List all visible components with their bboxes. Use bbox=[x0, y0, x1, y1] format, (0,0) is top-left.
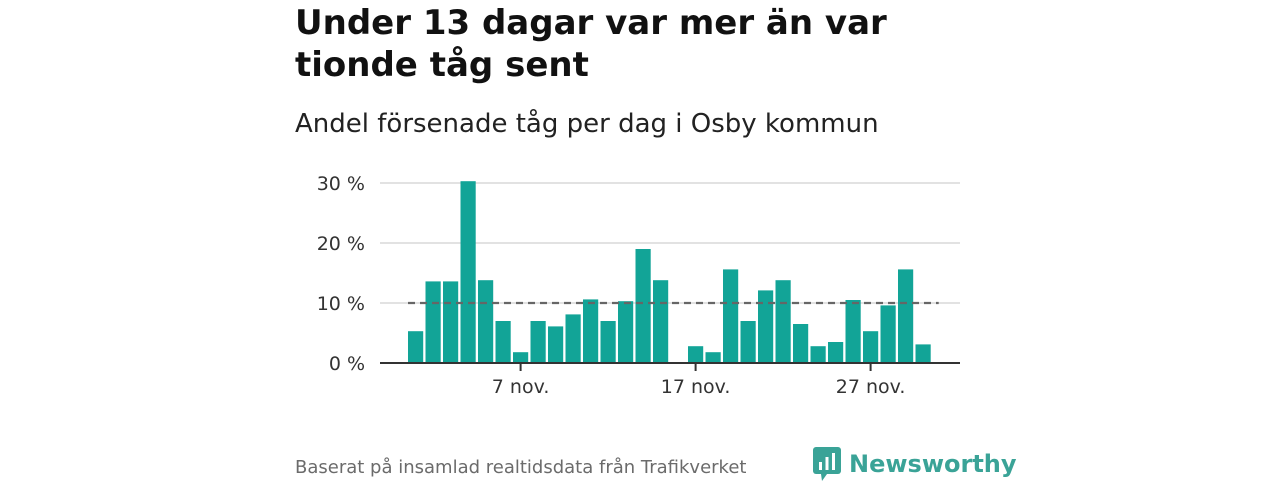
chart-subtitle: Andel försenade tåg per dag i Osby kommu… bbox=[295, 109, 879, 139]
x-tick-label: 17 nov. bbox=[661, 376, 731, 398]
bar bbox=[425, 281, 441, 363]
bar bbox=[618, 301, 634, 363]
bar bbox=[513, 352, 529, 363]
bar bbox=[460, 181, 476, 363]
bar bbox=[600, 321, 616, 363]
y-tick-label: 30 % bbox=[317, 173, 365, 195]
chart-title: Under 13 dagar var mer än var tionde tåg… bbox=[295, 3, 887, 85]
x-tick-label: 27 nov. bbox=[836, 376, 906, 398]
bar bbox=[880, 305, 896, 363]
y-tick-label: 10 % bbox=[317, 293, 365, 315]
bar bbox=[688, 346, 704, 363]
bar bbox=[530, 321, 546, 363]
bar bbox=[740, 321, 756, 363]
bar bbox=[495, 321, 511, 363]
bar-chart: 0 % 10 % 20 % 30 % 7 nov. 17 nov. 27 nov. bbox=[317, 173, 960, 398]
chart-card: Under 13 dagar var mer än var tionde tåg… bbox=[295, 0, 1017, 481]
bar bbox=[845, 300, 861, 363]
bar bbox=[898, 269, 914, 363]
y-tick-label: 20 % bbox=[317, 233, 365, 255]
bar bbox=[915, 344, 931, 363]
bar bbox=[758, 290, 774, 363]
y-tick-label: 0 % bbox=[329, 353, 365, 375]
x-tick-label: 7 nov. bbox=[492, 376, 550, 398]
bar bbox=[793, 324, 809, 363]
bar bbox=[863, 331, 879, 363]
bar bbox=[775, 280, 791, 363]
bar bbox=[653, 280, 669, 363]
bar bbox=[565, 314, 581, 363]
bar bbox=[583, 299, 599, 363]
newsworthy-logo-text: Newsworthy bbox=[849, 450, 1017, 478]
bar bbox=[828, 342, 844, 363]
bar bbox=[408, 331, 424, 363]
bar bbox=[635, 249, 651, 363]
bar bbox=[810, 346, 826, 363]
bar bbox=[723, 269, 739, 363]
bar bbox=[548, 326, 564, 363]
newsworthy-logo-icon bbox=[813, 447, 841, 481]
bar bbox=[705, 352, 721, 363]
bar bbox=[443, 281, 459, 363]
bar bbox=[478, 280, 494, 363]
newsworthy-logo[interactable]: Newsworthy bbox=[813, 446, 1017, 482]
source-note: Baserat på insamlad realtidsdata från Tr… bbox=[295, 457, 747, 478]
